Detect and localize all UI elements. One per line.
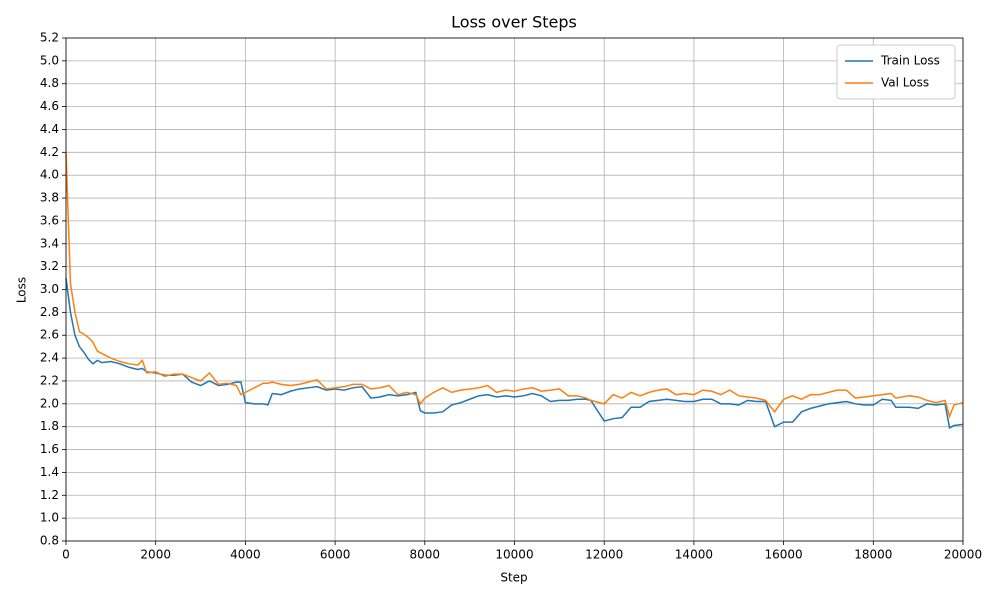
y-tick-label: 2.6: [40, 328, 59, 342]
y-tick-label: 5.0: [40, 53, 59, 67]
y-tick-label: 3.2: [40, 259, 59, 273]
x-tick-label: 0: [62, 548, 70, 562]
y-axis-label: Loss: [15, 277, 29, 303]
series-line: [65, 152, 964, 419]
legend-box: [836, 44, 956, 100]
y-tick-label: 4.6: [40, 99, 59, 113]
y-tick-label: 2.8: [40, 305, 59, 319]
y-tick-label: 1.4: [40, 465, 59, 479]
legend-label: Train Loss: [880, 54, 940, 68]
plot-frame: [65, 37, 964, 542]
x-tick-label: 8000: [410, 548, 441, 562]
y-tick-label: 2.2: [40, 373, 59, 387]
y-tick-label: 3.0: [40, 282, 59, 296]
y-tick-label: 1.2: [40, 488, 59, 502]
y-tick-label: 4.2: [40, 145, 59, 159]
x-axis-label: Step: [500, 571, 527, 585]
y-tick-label: 2.4: [40, 351, 59, 365]
y-tick-label: 3.4: [40, 236, 59, 250]
x-tick-label: 18000: [854, 548, 892, 562]
y-tick-label: 3.8: [40, 191, 59, 205]
y-tick-label: 2.0: [40, 396, 59, 410]
y-tick-label: 0.8: [40, 534, 59, 548]
x-tick-label: 10000: [495, 548, 533, 562]
y-tick-label: 3.6: [40, 213, 59, 227]
y-tick-label: 4.4: [40, 122, 59, 136]
legend-label: Val Loss: [881, 76, 929, 90]
y-tick-label: 5.2: [40, 31, 59, 45]
y-tick-label: 1.8: [40, 419, 59, 433]
x-tick-label: 20000: [944, 548, 982, 562]
x-tick-label: 6000: [320, 548, 351, 562]
x-tick-label: 4000: [230, 548, 261, 562]
x-tick-label: 12000: [585, 548, 623, 562]
y-tick-label: 1.0: [40, 511, 59, 525]
y-tick-label: 1.6: [40, 442, 59, 456]
x-tick-label: 14000: [675, 548, 713, 562]
y-tick-label: 4.8: [40, 76, 59, 90]
x-tick-label: 2000: [140, 548, 171, 562]
y-tick-label: 4.0: [40, 168, 59, 182]
chart-title: Loss over Steps: [451, 13, 577, 32]
x-tick-label: 16000: [765, 548, 803, 562]
legend: Train Loss Val Loss: [836, 44, 956, 100]
